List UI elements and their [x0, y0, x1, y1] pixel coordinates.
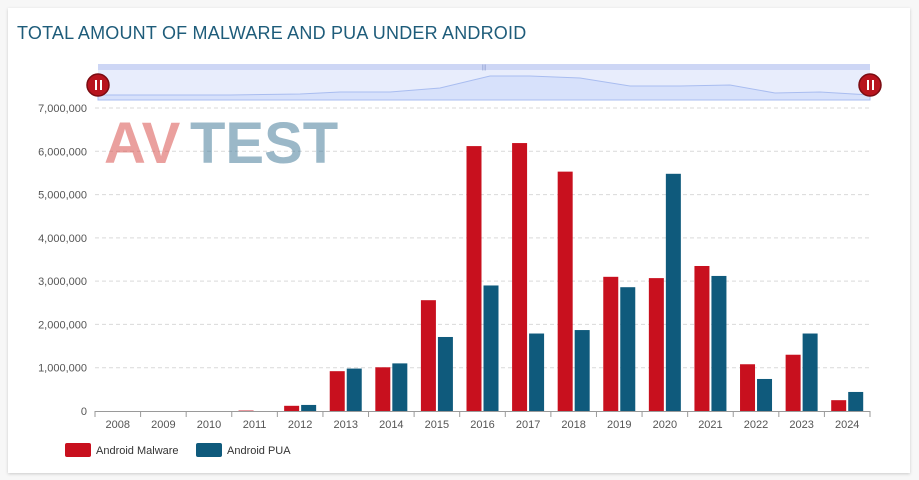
- pause-icon: [867, 80, 869, 90]
- pause-icon: [95, 80, 97, 90]
- x-tick-label: 2021: [698, 419, 722, 431]
- logo-av-text: AV: [104, 111, 181, 176]
- legend-label-malware: Android Malware: [96, 445, 179, 457]
- legend-item-pua[interactable]: Android PUA: [196, 443, 291, 457]
- bar-android-malware[interactable]: [466, 146, 482, 411]
- bar-android-malware[interactable]: [694, 265, 710, 411]
- bar-android-malware[interactable]: [420, 300, 436, 411]
- y-tick-label: 4,000,000: [38, 233, 87, 245]
- x-tick-label: 2017: [516, 419, 540, 431]
- x-axis: 2008 2009 2010 2011 2012 2013 2014 2015 2016 2017…: [94, 411, 871, 431]
- bar-android-malware[interactable]: [648, 278, 664, 411]
- av-test-logo: AV TEST: [104, 111, 338, 176]
- bar-android-malware[interactable]: [785, 354, 801, 411]
- gridlines: [95, 107, 870, 369]
- bar-android-pua[interactable]: [711, 275, 727, 411]
- range-navigator[interactable]: |||: [86, 64, 882, 101]
- chart-title: TOTAL AMOUNT OF MALWARE AND PUA UNDER AN…: [17, 23, 527, 43]
- legend-item-malware[interactable]: Android Malware: [65, 443, 179, 457]
- y-tick-label: 5,000,000: [38, 190, 87, 202]
- bar-android-pua[interactable]: [437, 336, 453, 411]
- bar-android-pua[interactable]: [346, 368, 362, 411]
- y-tick-label: 7,000,000: [38, 103, 87, 115]
- bar-android-malware[interactable]: [740, 364, 756, 411]
- x-tick-label: 2012: [288, 419, 312, 431]
- bar-android-pua[interactable]: [574, 330, 590, 411]
- bar-android-pua[interactable]: [757, 378, 773, 411]
- y-tick-label: 2,000,000: [38, 319, 87, 331]
- bar-android-pua[interactable]: [665, 173, 681, 411]
- bar-android-malware[interactable]: [603, 276, 619, 411]
- navigator-left-handle[interactable]: [86, 73, 110, 97]
- navigator-right-handle[interactable]: [858, 73, 882, 97]
- x-tick-label: 2022: [744, 419, 768, 431]
- x-tick-label: 2010: [197, 419, 221, 431]
- y-tick-label: 1,000,000: [38, 363, 87, 375]
- legend: Android Malware Android PUA: [65, 443, 291, 457]
- y-tick-label: 6,000,000: [38, 146, 87, 158]
- legend-label-pua: Android PUA: [227, 445, 291, 457]
- x-tick-label: 2008: [106, 419, 130, 431]
- x-tick-label: 2024: [835, 419, 859, 431]
- y-axis: 0 1,000,000 2,000,000 3,000,000 4,000,000 5,0…: [38, 103, 87, 418]
- y-tick-label: 3,000,000: [38, 276, 87, 288]
- x-tick-label: 2016: [470, 419, 494, 431]
- bar-android-malware[interactable]: [375, 367, 391, 411]
- x-tick-label: 2023: [789, 419, 813, 431]
- x-tick-label: 2011: [243, 419, 267, 431]
- logo-test-text: TEST: [190, 111, 338, 176]
- navigator-grip-icon[interactable]: |||: [482, 65, 487, 71]
- bar-android-malware[interactable]: [284, 405, 300, 411]
- bar-android-malware[interactable]: [557, 171, 573, 411]
- bar-android-pua[interactable]: [301, 404, 317, 411]
- bar-android-malware[interactable]: [512, 143, 528, 411]
- bar-android-pua[interactable]: [392, 363, 408, 411]
- x-tick-label: 2019: [607, 419, 631, 431]
- bar-android-malware[interactable]: [831, 400, 847, 411]
- y-tick-label: 0: [81, 406, 87, 418]
- navigator-top-bar[interactable]: [98, 64, 870, 70]
- bar-android-malware[interactable]: [329, 371, 345, 411]
- x-tick-label: 2020: [653, 419, 677, 431]
- x-tick-label: 2013: [333, 419, 357, 431]
- x-tick-label: 2009: [151, 419, 175, 431]
- x-tick-label: 2018: [561, 419, 585, 431]
- bars: [238, 143, 864, 411]
- bar-android-pua[interactable]: [529, 333, 545, 411]
- bar-android-pua[interactable]: [848, 391, 864, 411]
- bar-android-pua[interactable]: [620, 287, 636, 411]
- bar-android-pua[interactable]: [802, 333, 818, 411]
- bar-android-pua[interactable]: [483, 285, 499, 411]
- x-tick-label: 2014: [379, 419, 403, 431]
- x-tick-label: 2015: [425, 419, 449, 431]
